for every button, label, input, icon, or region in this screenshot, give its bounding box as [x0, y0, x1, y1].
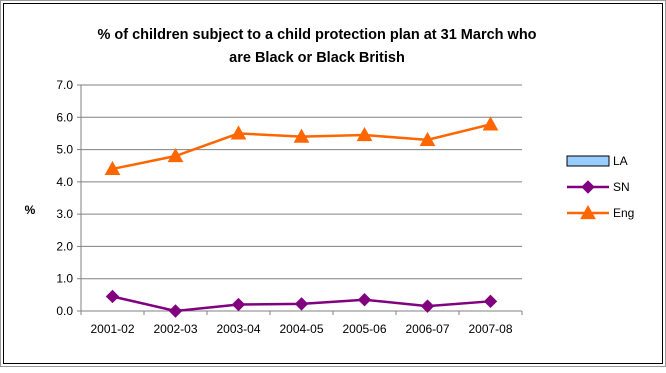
y-tick-label: 0.0: [56, 304, 73, 318]
data-point-sn: [420, 299, 435, 313]
data-point-sn: [231, 297, 246, 312]
legend-marker-eng: [580, 204, 596, 220]
data-point-sn: [294, 297, 309, 311]
data-point-eng: [356, 127, 373, 142]
legend-marker-sn: [581, 180, 595, 194]
legend-label-eng: Eng: [613, 206, 634, 220]
data-point-eng: [482, 116, 499, 131]
plot-area: 0.0 1.0 2.0 3.0 4.0 5.0 6.0 7.0 2001-02 2002-03 20…: [56, 78, 523, 336]
data-point-eng: [230, 125, 247, 140]
y-tick-label: 2.0: [56, 239, 73, 253]
data-point-eng: [419, 131, 436, 146]
data-point-eng: [104, 160, 121, 176]
x-tick-label: 2006-07: [405, 322, 449, 336]
legend-item-eng: Eng: [567, 204, 634, 220]
legend-label-sn: SN: [613, 180, 630, 194]
data-point-sn: [105, 289, 120, 304]
legend-item-la: LA: [566, 154, 628, 168]
y-tick-label: 6.0: [56, 110, 73, 124]
x-tick-label: 2002-03: [153, 322, 197, 336]
x-tick-label: 2004-05: [279, 322, 323, 336]
y-tick-label: 5.0: [56, 143, 73, 157]
y-tick-label: 7.0: [56, 78, 73, 92]
y-axis-label: %: [25, 203, 36, 217]
chart-title-line-1: % of children subject to a child protect…: [97, 27, 536, 43]
x-tick-label: 2003-04: [216, 322, 260, 336]
data-point-eng: [167, 147, 184, 163]
legend: LA SN Eng: [566, 154, 634, 220]
x-tick-label: 2001-02: [90, 322, 134, 336]
y-tick-label: 3.0: [56, 207, 73, 221]
legend-label-la: LA: [613, 154, 628, 168]
y-tick-label: 4.0: [56, 175, 73, 189]
x-tick-label: 2005-06: [342, 322, 386, 336]
data-point-sn: [357, 292, 372, 307]
chart-title-line-2: are Black or Black British: [229, 50, 405, 66]
data-point-eng: [293, 128, 310, 143]
x-tick-label: 2007-08: [468, 322, 512, 336]
y-tick-label: 1.0: [56, 272, 73, 286]
legend-swatch-la: [566, 155, 610, 167]
data-point-sn: [168, 304, 183, 318]
legend-item-sn: SN: [567, 180, 630, 194]
data-point-sn: [483, 294, 498, 309]
